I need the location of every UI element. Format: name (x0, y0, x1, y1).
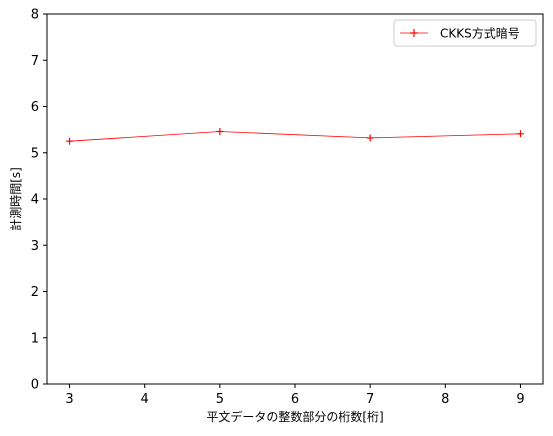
x-tick-label: 6 (291, 392, 299, 407)
x-tick-label: 5 (216, 392, 224, 407)
x-tick-label: 4 (141, 392, 149, 407)
data-point-marker (516, 130, 524, 138)
x-axis-ticks: 3 4 5 6 7 8 9 (65, 384, 525, 407)
y-tick-label: 5 (31, 146, 39, 161)
y-tick-label: 4 (31, 193, 39, 208)
x-axis-label: 平文データの整数部分の桁数[桁] (206, 409, 383, 424)
y-tick-label: 7 (31, 54, 39, 69)
y-tick-label: 0 (31, 378, 39, 393)
y-axis-ticks: 0 1 2 3 4 5 6 7 8 (31, 8, 47, 393)
legend-label: CKKS方式暗号 (440, 26, 520, 41)
data-point-marker (366, 134, 374, 142)
y-tick-label: 6 (31, 100, 39, 115)
y-tick-label: 3 (31, 239, 39, 254)
y-tick-label: 8 (31, 8, 39, 23)
legend-plus-marker (410, 29, 418, 37)
data-point-marker (66, 137, 74, 145)
x-tick-label: 7 (366, 392, 374, 407)
x-tick-label: 3 (65, 392, 73, 407)
y-tick-label: 2 (31, 285, 39, 300)
x-tick-label: 9 (516, 392, 524, 407)
series-layer (66, 127, 524, 145)
x-tick-label: 8 (441, 392, 449, 407)
data-point-marker (216, 127, 224, 135)
y-axis-label: 計測時間[s] (8, 167, 23, 231)
plot-area (46, 13, 544, 385)
series-line (69, 131, 521, 142)
legend: CKKS方式暗号 (393, 19, 537, 47)
legend-box (393, 19, 537, 47)
y-tick-label: 1 (31, 331, 39, 346)
